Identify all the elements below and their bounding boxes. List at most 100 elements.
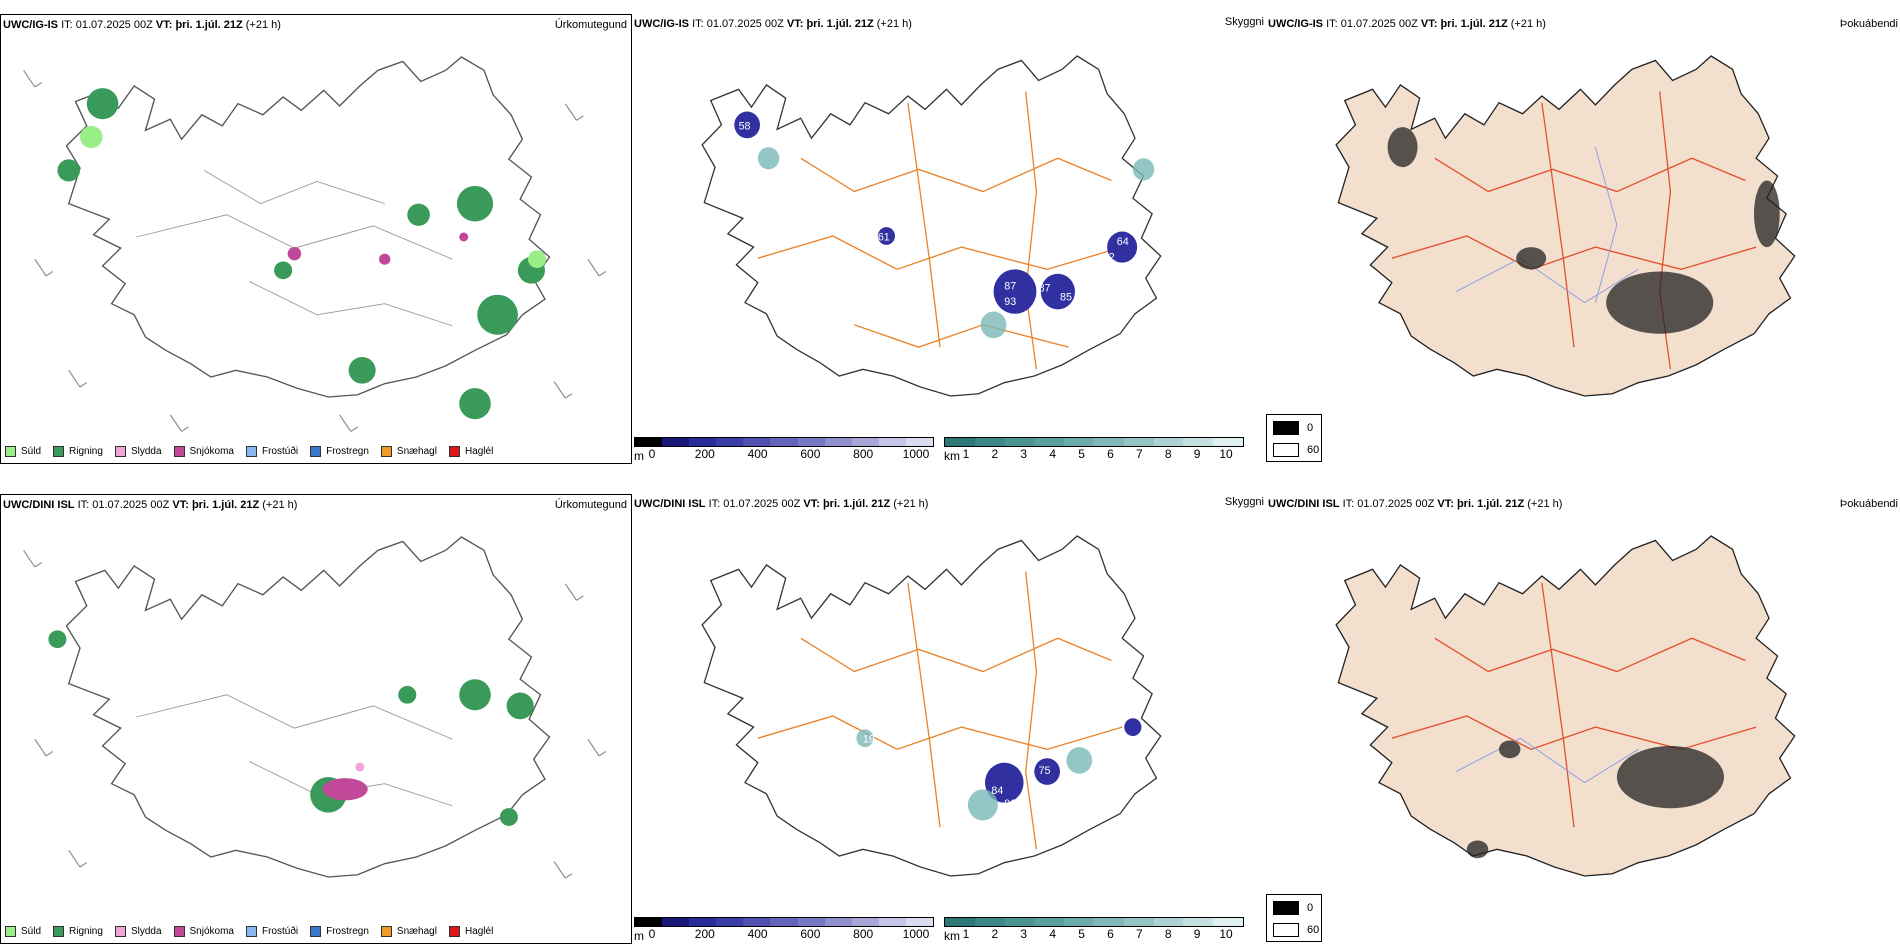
fog-panel-row2: UWC/DINI ISL IT: 01.07.2025 00Z VT: þri.… [1266, 494, 1900, 944]
colorbar-step [1034, 438, 1065, 446]
precip-map [23, 536, 607, 879]
colorbar-tick-label: 200 [694, 447, 715, 461]
colorbar-step [716, 918, 744, 926]
colorbar-step [878, 438, 906, 446]
legend-item: Frostúði [245, 926, 298, 937]
colorbar-step [945, 438, 975, 446]
colorbar-tick-label: 3 [1020, 447, 1028, 461]
colorbar-tick-label: 600 [800, 927, 821, 941]
visibility-colorbar: km 1 2 3 4 5 6 7 8 9 10 [944, 437, 1244, 463]
colorbar-tick-label: 1000 [902, 447, 930, 461]
colorbar-step [1183, 438, 1214, 446]
visibility-panel-row1: UWC/IG-IS IT: 01.07.2025 00Z VT: þri. 1.… [632, 14, 1266, 464]
colorbar-tick-label: 400 [747, 927, 768, 941]
colorbar-step [1004, 918, 1035, 926]
svg-text:62: 62 [1103, 251, 1115, 263]
colorbar-step [1123, 438, 1154, 446]
fog-map [1335, 535, 1796, 877]
precip-type-panel-row1: UWC/IG-IS IT: 01.07.2025 00Z VT: þri. 1.… [0, 14, 632, 464]
panel-header: UWC/DINI ISL IT: 01.07.2025 00Z VT: þri.… [634, 498, 929, 510]
colorbar-step [743, 918, 771, 926]
colorbar-tick-label: 10 [1219, 927, 1233, 941]
colorbar-tick-label: 9 [1193, 927, 1201, 941]
svg-text:96: 96 [1004, 798, 1016, 810]
colorbar-tick-label: 5 [1078, 927, 1085, 941]
visibility-panel-row2: UWC/DINI ISL IT: 01.07.2025 00Z VT: þri.… [632, 494, 1266, 944]
ceiling-colorbar: m 0 200 400 600 800 1000 [634, 437, 934, 463]
colorbar-step [824, 918, 852, 926]
colorbar-step [1064, 918, 1094, 926]
colorbar-tick-label: 5 [1078, 447, 1085, 461]
colorbar-step [635, 918, 663, 926]
colorbar-tick-label: 200 [694, 927, 715, 941]
colorbar-step [1004, 438, 1035, 446]
wind-barbs [23, 70, 607, 432]
colorbar-tick-label: 4 [1049, 927, 1056, 941]
colorbar-step [1183, 918, 1214, 926]
colorbar-tick-label: 400 [747, 447, 768, 461]
panel-header: UWC/IG-IS IT: 01.07.2025 00Z VT: þri. 1.… [634, 18, 912, 30]
fog-panel-row1: UWC/IG-IS IT: 01.07.2025 00Z VT: þri. 1.… [1266, 14, 1900, 464]
svg-text:75: 75 [1039, 765, 1051, 777]
legend-item: Rigning [53, 926, 103, 937]
precip-legend: Súld Rigning Slydda Snjókoma Frostúði Fr… [5, 926, 505, 937]
colorbar-step [689, 438, 717, 446]
visibility-map: 84 96 75 19 [701, 535, 1162, 877]
colorbar-tick-label: 0 [648, 927, 656, 941]
colorbar-step [851, 438, 879, 446]
colorbar-tick-label: 8 [1164, 927, 1172, 941]
svg-text:93: 93 [1004, 296, 1016, 308]
panel-header: UWC/IG-IS IT: 01.07.2025 00Z VT: þri. 1.… [3, 19, 281, 31]
svg-text:87: 87 [1039, 282, 1051, 294]
panel-title: Þokuábendi [1839, 18, 1898, 30]
colorbar-tick-label: 8 [1164, 447, 1172, 461]
colorbar-step [635, 438, 663, 446]
colorbar-step [797, 918, 825, 926]
colorbar-step [662, 438, 690, 446]
colorbar-tick-label: 6 [1107, 447, 1114, 461]
colorbar-step [1093, 918, 1124, 926]
colorbar-tick-label: 1 [962, 927, 970, 941]
colorbar-tick-label: 800 [853, 447, 874, 461]
legend-item: Frostregn [310, 446, 369, 457]
colorbar-tick-label: 9 [1193, 447, 1201, 461]
legend-item: Snjókoma [173, 926, 234, 937]
visibility-map: 58 61 87 93 87 85 64 62 20 60 [701, 55, 1162, 406]
legend-item: Súld [5, 926, 41, 937]
visibility-colorbar: km 1 2 3 4 5 6 7 8 9 10 [944, 917, 1244, 943]
svg-text:84: 84 [991, 785, 1003, 797]
panel-title: Þokuábendi [1839, 498, 1898, 510]
colorbar-tick-label: 4 [1049, 447, 1056, 461]
colorbar-tick-label: 0 [648, 447, 656, 461]
colorbar-step [878, 918, 906, 926]
legend-item: Frostúði [245, 446, 298, 457]
panel-title: Skyggni [1224, 496, 1264, 508]
colorbar-step [770, 438, 798, 446]
panel-header: UWC/DINI ISL IT: 01.07.2025 00Z VT: þri.… [3, 499, 298, 511]
fog-map [1335, 55, 1796, 397]
colorbar-tick-label: 7 [1135, 927, 1143, 941]
colorbar-step [851, 918, 879, 926]
colorbar-step [905, 438, 934, 446]
colorbar-tick-label: 3 [1020, 927, 1028, 941]
legend-item: Haglél [448, 446, 493, 457]
precip-map [23, 56, 607, 432]
colorbar-step [1034, 918, 1065, 926]
ceiling-colorbar: m 0 200 400 600 800 1000 [634, 917, 934, 943]
colorbar-step [974, 438, 1005, 446]
svg-text:58: 58 [739, 120, 751, 132]
colorbar-step [905, 918, 934, 926]
svg-text:87: 87 [1004, 280, 1016, 292]
legend-item: Slydda [114, 926, 162, 937]
colorbar-step [716, 438, 744, 446]
colorbar-step [1064, 438, 1094, 446]
colorbar-tick-label: 800 [853, 927, 874, 941]
colorbar-step [974, 918, 1005, 926]
svg-text:61: 61 [878, 231, 890, 243]
colorbar-tick-label: 600 [800, 447, 821, 461]
colorbar-tick-label: 2 [991, 927, 999, 941]
panel-header: UWC/IG-IS IT: 01.07.2025 00Z VT: þri. 1.… [1268, 18, 1546, 30]
colorbar-step [1153, 438, 1184, 446]
panel-title: Úrkomutegund [554, 499, 627, 511]
colorbar-step [1093, 438, 1124, 446]
